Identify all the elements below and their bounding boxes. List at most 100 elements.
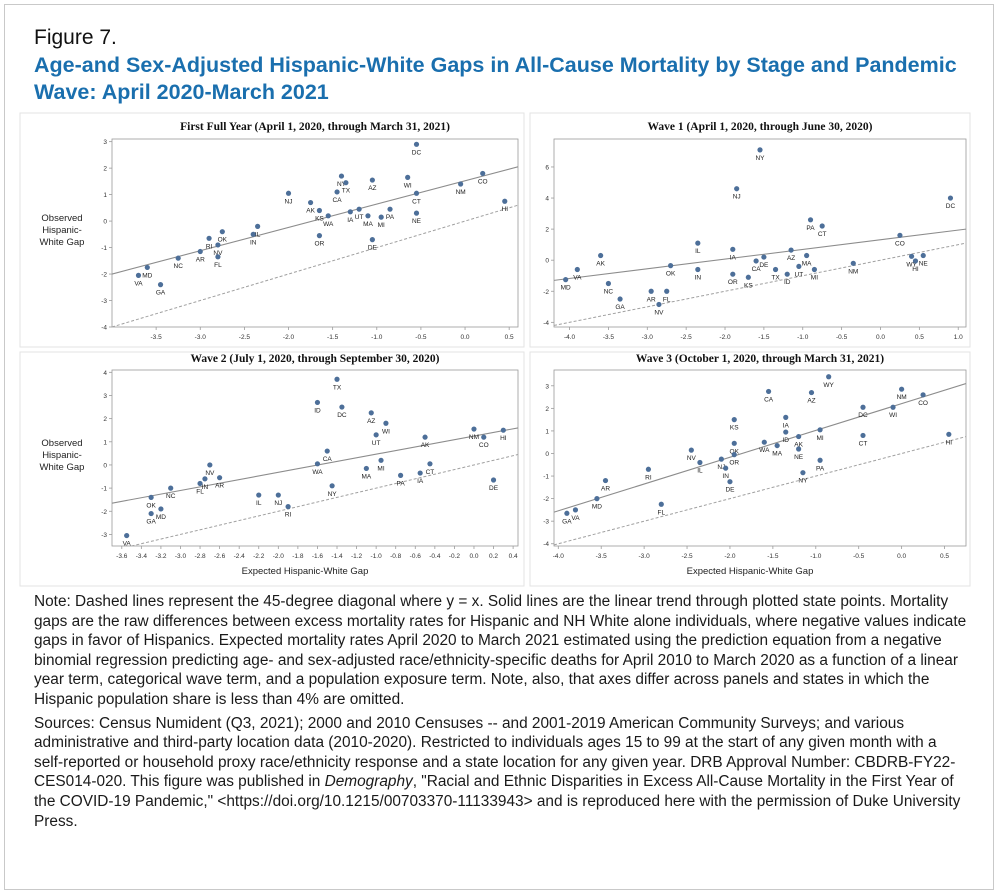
state-point-nj [734,186,740,192]
state-point-fl [197,480,203,487]
state-point-de [761,254,767,260]
state-label-in: IN [202,484,209,491]
state-point-nv [215,242,221,248]
state-label-tx: TX [771,275,780,282]
state-point-tx [334,376,340,382]
state-label-md: MD [561,285,571,292]
state-label-az: AZ [367,418,375,425]
state-point-nj [275,492,281,498]
state-point-co [481,434,487,440]
state-point-md [563,277,569,283]
state-point-tx [772,266,779,273]
x-tick-label: 0.4 [509,553,518,560]
diagonal-line [112,204,518,327]
x-tick-label: -4.0 [553,553,565,560]
state-point-az [788,247,794,253]
state-label-ar: AR [647,296,656,303]
state-label-va: VA [573,275,582,282]
state-label-ma: MA [363,221,373,228]
state-point-tx [343,180,349,186]
state-point-ct [860,432,866,439]
state-label-id: ID [314,407,321,414]
state-point-ar [197,248,203,255]
state-label-ks: KS [730,425,739,432]
state-point-nj [718,456,724,462]
state-point-ny [329,483,335,489]
state-label-ct: CT [426,469,435,476]
state-label-az: AZ [787,255,795,262]
state-point-ok [731,440,737,446]
state-point-ak [796,433,802,440]
state-label-dc: DC [858,412,868,419]
sources-journal: Demography [324,773,413,791]
state-label-nm: NM [469,434,479,441]
state-point-nc [605,280,612,287]
state-label-ca: CA [752,266,762,273]
x-tick-label: -3.5 [596,553,608,560]
state-label-mi: MI [811,275,818,282]
state-label-hi: HI [946,439,953,446]
state-label-de: DE [725,487,735,494]
state-label-de: DE [489,485,499,492]
state-point-pa [807,217,814,223]
state-label-fl: FL [196,488,204,495]
state-point-pa [387,206,393,212]
state-point-ca [324,448,330,454]
trend-line [554,383,966,513]
state-label-dc: DC [412,149,422,156]
state-label-ut: UT [355,214,364,221]
x-tick-label: -2.8 [194,553,206,560]
x-tick-label: -1.5 [767,553,779,560]
y-tick-label: -3 [101,532,107,539]
x-tick-label: -1.5 [327,334,339,341]
state-label-ok: OK [730,448,740,455]
state-label-ri: RI [645,474,652,481]
x-tick-label: -0.8 [390,553,402,560]
state-label-il: IL [695,248,701,255]
panel-frame-wave-3 [529,351,971,587]
state-label-ga: GA [146,519,156,526]
state-label-ak: AK [596,261,605,268]
state-label-hi: HI [500,435,507,442]
state-label-ar: AR [601,486,610,493]
state-point-nm [471,426,477,432]
x-tick-label: -2.0 [719,334,731,341]
x-tick-label: -1.0 [371,334,383,341]
state-label-wy: WY [906,261,917,268]
state-label-co: CO [479,442,489,449]
state-label-ok: OK [218,237,228,244]
state-label-ne: NE [919,261,929,268]
state-point-ak [307,199,314,206]
chart-panel-3: Wave 2 (July 1, 2020, through September … [40,353,519,577]
plot-area [553,138,967,328]
state-label-ia: IA [417,478,424,485]
figure-title: Age-and Sex-Adjusted Hispanic-White Gaps… [34,53,957,104]
state-point-ri [206,235,212,241]
state-label-nm: NM [456,189,466,196]
state-point-ma [774,442,780,449]
state-point-nv [207,462,213,468]
state-point-mi [378,457,384,463]
y-axis-label: Observed [41,213,82,224]
state-point-dc [339,404,345,410]
state-label-ks: KS [315,215,324,222]
state-point-ny [800,470,806,476]
chart-title: Wave 2 (July 1, 2020, through September … [190,353,439,365]
x-tick-label: -0.5 [853,553,865,560]
state-label-ia: IA [347,217,354,224]
state-label-dc: DC [337,412,347,419]
y-axis-label: Hispanic- [42,225,82,236]
x-tick-label: -3.0 [639,553,651,560]
sources-text: Sources: Census Numident (Q3, 2021); 200… [34,714,969,832]
state-label-va: VA [123,541,132,548]
x-tick-label: 0.0 [897,553,906,560]
state-label-wa: WA [323,221,334,228]
state-point-dc [860,404,866,410]
x-tick-label: -3.0 [642,334,654,341]
state-point-va [124,532,130,539]
state-label-pa: PA [386,214,395,221]
state-point-in [202,476,208,482]
state-label-ct: CT [859,440,868,447]
state-label-mi: MI [378,222,385,229]
state-label-md: MD [142,272,152,279]
